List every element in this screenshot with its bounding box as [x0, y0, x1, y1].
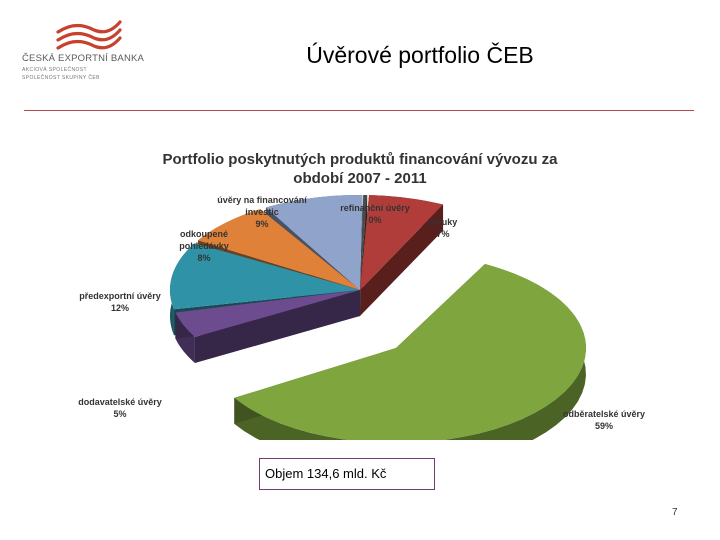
- pie-label--v-ry-na-financov-n-investic: úvěry na financování investic 9%: [206, 194, 318, 230]
- logo-subtitle-2: SPOLEČNOST SKUPINY ČEB: [22, 75, 100, 81]
- pie-slice-z-ruky: [360, 195, 444, 290]
- header-divider: [24, 110, 694, 111]
- pie-label-text-odkoupen-pohled-vky-1: pohledávky: [179, 241, 229, 251]
- pie-label-text-odb-ratelsk-v-ry-0: odběratelské úvěry: [562, 409, 646, 419]
- pie-label-value-dodavatelsk-v-ry: 5%: [113, 409, 127, 419]
- pie-label-text-refinan-n-v-ry-0: refinanční úvěry: [340, 203, 410, 213]
- pie-label-p-edexportn-v-ry: předexportní úvěry 12%: [70, 290, 170, 314]
- pie-label-text--v-ry-na-financov-n-investic-1: investic: [245, 207, 279, 217]
- pie-label-text-odkoupen-pohled-vky-0: odkoupené: [179, 229, 228, 239]
- pie-slice-odb-ratelsk-v-ry: [234, 264, 587, 440]
- pie-chart: [170, 195, 587, 440]
- pie-label-value-refinan-n-v-ry: 0%: [368, 215, 382, 225]
- volume-box: Objem 134,6 mld. Kč: [259, 458, 435, 490]
- logo-stripes-icon: [56, 20, 122, 50]
- logo-subtitle: AKCIOVÁ SPOLEČNOST: [22, 67, 87, 73]
- pie-label-value-odb-ratelsk-v-ry: 59%: [594, 421, 613, 431]
- pie-slice-p-edexportn-v-ry: [170, 243, 360, 310]
- pie-label-text-dodavatelsk-v-ry-0: dodavatelské úvěry: [78, 397, 162, 407]
- pie-label-text-z-ruky-0: záruky: [428, 217, 458, 227]
- pie-label-text--v-ry-na-financov-n-investic-0: úvěry na financování: [217, 195, 307, 205]
- ceb-logo: ČESKÁ EXPORTNÍ BANKA AKCIOVÁ SPOLEČNOST …: [22, 16, 145, 82]
- pie-label-z-ruky: záruky 7%: [418, 216, 468, 240]
- chart-title-line-1: Portfolio poskytnutých produktů financov…: [162, 151, 558, 168]
- pie-slice-dodavatelsk-v-ry: [175, 290, 360, 338]
- chart-title-line-2: období 2007 - 2011: [293, 170, 427, 187]
- pie-label-value--v-ry-na-financov-n-investic: 9%: [255, 219, 269, 229]
- pie-side-z-ruky-1: [360, 204, 444, 316]
- pie-slice--v-ry-na-financov-n-investic: [265, 195, 363, 290]
- pie-label-refinan-n-v-ry: refinanční úvěry 0%: [334, 202, 416, 226]
- pie-wall-odb-ratelsk-v-ry: [234, 264, 586, 440]
- pie-label-text-p-edexportn-v-ry-0: předexportní úvěry: [79, 291, 161, 301]
- logo-name: ČESKÁ EXPORTNÍ BANKA: [22, 53, 145, 64]
- pie-label-value-p-edexportn-v-ry: 12%: [110, 303, 129, 313]
- pie-label-odkoupen-pohled-vky: odkoupené pohledávky 8%: [168, 228, 240, 264]
- slide-title: Úvěrové portfolio ČEB: [306, 42, 534, 68]
- page-number: 7: [672, 507, 678, 518]
- pie-label-value-odkoupen-pohled-vky: 8%: [197, 253, 211, 263]
- pie-label-odb-ratelsk-v-ry: odběratelské úvěry 59%: [554, 408, 654, 432]
- pie-label-value-z-ruky: 7%: [436, 229, 450, 239]
- pie-slice-odkoupen-pohled-vky: [198, 209, 360, 290]
- chart-title: Portfolio poskytnutých produktů financov…: [130, 150, 590, 188]
- pie-slice-refinan-n-v-ry: [360, 195, 368, 290]
- pie-label-dodavatelsk-v-ry: dodavatelské úvěry 5%: [72, 396, 168, 420]
